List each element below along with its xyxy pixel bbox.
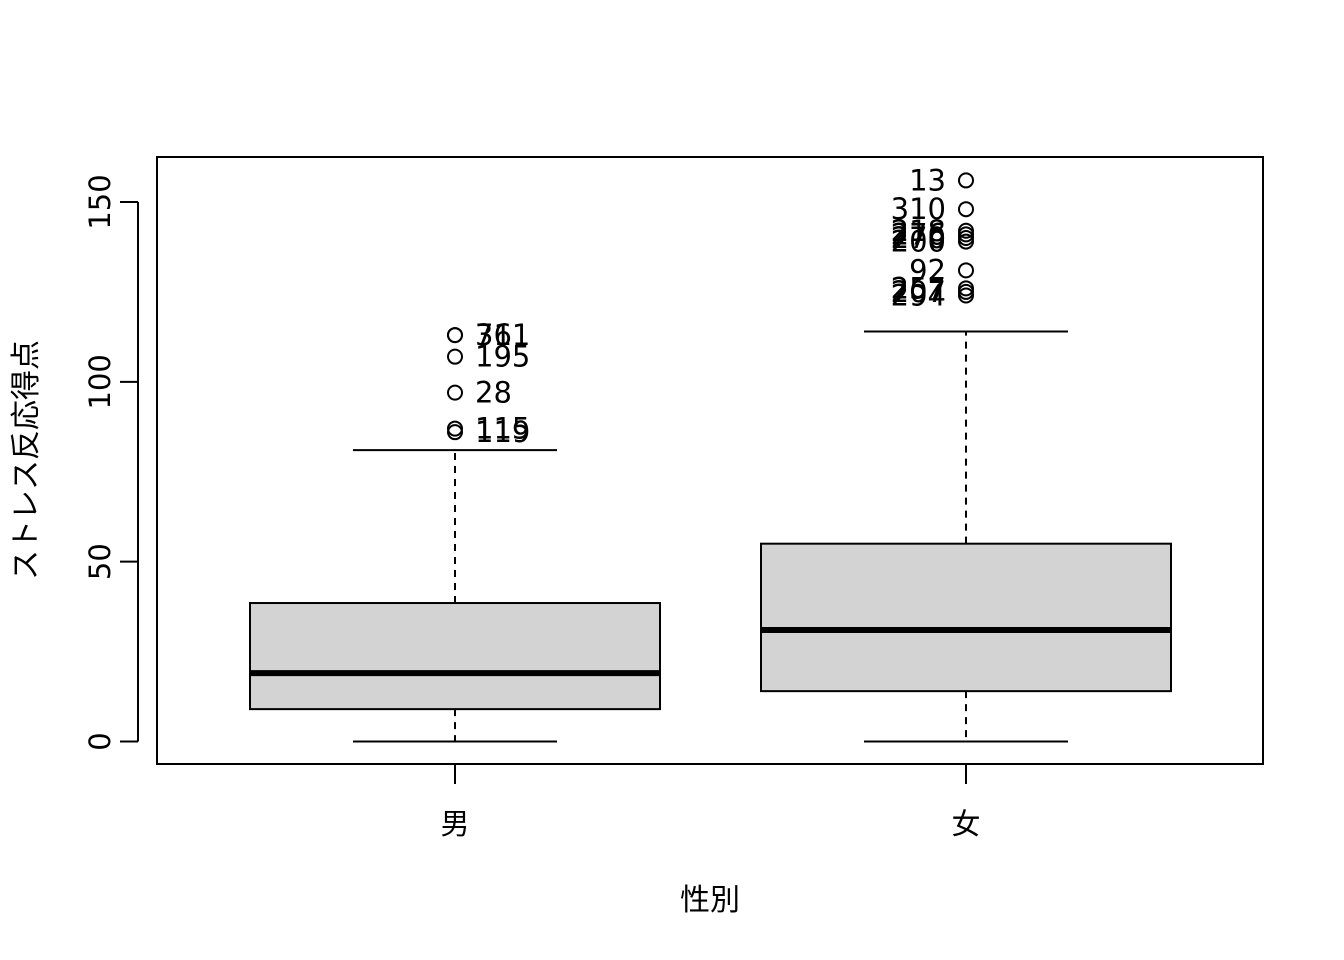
outlier-label: 13 (909, 163, 946, 197)
outlier-point (958, 287, 974, 304)
outlier-point (447, 384, 463, 401)
outlier-point (958, 172, 974, 189)
outlier-label: 218 (891, 214, 946, 248)
iqr-box (760, 542, 1172, 693)
outlier-label: 28 (475, 376, 512, 410)
outlier-point (958, 233, 974, 250)
outlier-label: 310 (891, 192, 946, 226)
outlier-label: 119 (475, 415, 530, 449)
y-tick-label: 100 (83, 354, 117, 409)
outlier-label: 207 (891, 275, 946, 309)
outlier-label: 294 (891, 279, 946, 313)
y-axis-title: ストレス反応得点 (9, 340, 44, 580)
outlier-label: 200 (891, 225, 946, 259)
x-tick-label: 男 (440, 807, 469, 841)
y-tick-label: 150 (83, 174, 117, 229)
outlier-label: 276 (891, 217, 946, 251)
outlier-point (447, 424, 463, 441)
outlier-point (958, 262, 974, 279)
outlier-point (447, 348, 463, 365)
y-tick-label: 50 (83, 543, 117, 580)
outlier-label: 270 (891, 221, 946, 255)
iqr-box (249, 602, 661, 711)
outlier-point (958, 201, 974, 218)
outlier-label: 257 (891, 271, 946, 305)
outlier-label: 115 (475, 412, 530, 446)
outlier-label: 76 (475, 318, 512, 352)
x-tick-label: 女 (951, 807, 980, 841)
y-axis: 0 50 100 150 (83, 174, 139, 751)
outlier-point (447, 327, 463, 344)
outlier-label: 92 (909, 253, 946, 287)
y-tick-label: 0 (83, 732, 117, 750)
x-axis-title: 性別 (680, 883, 740, 918)
outlier-label: 195 (475, 340, 530, 374)
x-axis: 男女 (440, 763, 981, 841)
box-group: 7631119528115119133102182762702009225720… (249, 163, 1172, 743)
outlier-label: 311 (475, 318, 530, 352)
